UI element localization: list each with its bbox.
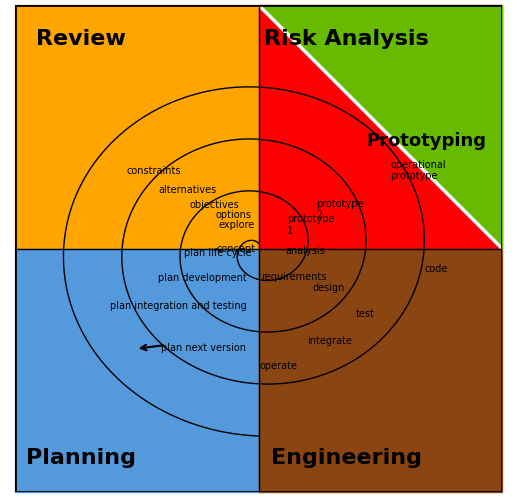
Text: plan next version: plan next version [161, 343, 246, 353]
Bar [15, 5, 258, 248]
Text: Planning: Planning [26, 448, 136, 468]
Text: test: test [356, 309, 375, 320]
Text: plan development: plan development [158, 273, 246, 283]
Bar [258, 248, 502, 492]
Polygon shape [258, 5, 502, 248]
Text: plan life cycle: plan life cycle [184, 248, 251, 258]
Text: plan integration and testing: plan integration and testing [110, 301, 246, 311]
Text: options: options [215, 210, 251, 220]
Bar [15, 248, 258, 492]
Bar [258, 5, 502, 248]
Text: prototype
1: prototype 1 [287, 214, 334, 236]
Text: Review: Review [36, 29, 126, 49]
Text: concept: concept [216, 244, 255, 253]
Text: Prototyping: Prototyping [367, 132, 486, 151]
Text: requirements: requirements [261, 272, 326, 282]
Text: objectives: objectives [189, 199, 239, 210]
Text: operational
prototype: operational prototype [390, 160, 446, 181]
Text: operate: operate [260, 361, 298, 371]
Text: constraints: constraints [126, 166, 180, 176]
Text: alternatives: alternatives [159, 185, 217, 195]
Text: design: design [312, 283, 344, 293]
Text: code: code [424, 264, 448, 274]
Text: Risk Analysis: Risk Analysis [264, 29, 429, 49]
Text: Engineering: Engineering [271, 448, 422, 468]
Text: explore: explore [219, 221, 255, 231]
Text: analysis: analysis [285, 246, 325, 256]
Text: prototype
2: prototype 2 [316, 199, 363, 220]
Text: integrate: integrate [307, 336, 352, 346]
